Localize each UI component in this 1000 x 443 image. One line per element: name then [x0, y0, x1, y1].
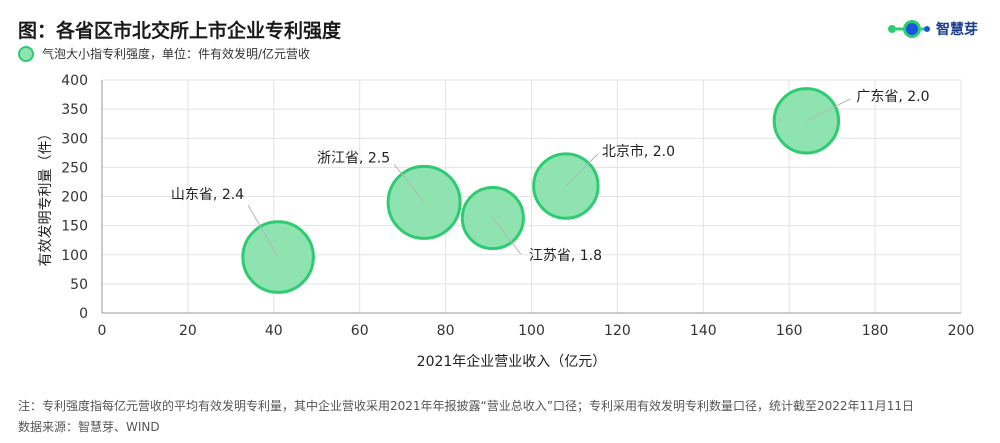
- x-tick-label: 200: [948, 323, 975, 339]
- bubble-chart: 0 20 40 60 80 100 120 140 160 180 200 0 50 100 150 200 2…: [38, 73, 975, 370]
- leader-line: [565, 153, 599, 187]
- leader-line: [247, 204, 279, 258]
- x-tick-label: 40: [265, 323, 283, 339]
- legend: 气泡大小指专利强度，单位：件有效发明/亿元营收: [18, 45, 310, 62]
- y-tick-label: 250: [61, 160, 88, 176]
- y-tick-label: 0: [79, 306, 88, 322]
- x-tick-label: 60: [351, 323, 369, 339]
- x-tick-label: 160: [776, 323, 803, 339]
- x-axis-title: 2021年企业营业收入（亿元）: [417, 353, 607, 370]
- bubble-data-label: 江苏省, 1.8: [529, 248, 602, 264]
- y-tick-label: 50: [70, 277, 88, 293]
- bubble-data-label: 浙江省, 2.5: [317, 150, 390, 166]
- y-tick-label: 200: [61, 190, 88, 206]
- y-tick-label: 300: [61, 131, 88, 147]
- brand-logo: 智慧芽: [888, 18, 978, 40]
- bubble-data-label: 广东省, 2.0: [856, 89, 929, 105]
- legend-label: 气泡大小指专利强度，单位：件有效发明/亿元营收: [42, 47, 311, 61]
- x-tick-label: 80: [437, 323, 455, 339]
- logo-mark-icon: [888, 20, 930, 38]
- x-tick-label: 100: [518, 323, 545, 339]
- y-tick-label: 150: [61, 219, 88, 235]
- x-tick-label: 120: [604, 323, 631, 339]
- bubble-point: [460, 186, 525, 251]
- y-axis-title: 有效发明专利量（件）: [38, 127, 54, 267]
- data-source: 数据来源：智慧芽、WIND: [18, 420, 160, 434]
- logo-text: 智慧芽: [936, 22, 978, 38]
- footnote: 注：专利强度指每亿元营收的平均有效发明专利量，其中企业营收采用2021年年报披露…: [18, 399, 915, 413]
- x-tick-label: 0: [98, 323, 107, 339]
- y-tick-label: 400: [61, 73, 88, 89]
- bubble-point: [241, 220, 315, 294]
- y-tick-label: 100: [61, 248, 88, 264]
- leader-line: [492, 217, 522, 255]
- legend-bubble-icon: [18, 45, 34, 62]
- x-tick-label: 180: [862, 323, 889, 339]
- bubble-data-label: 北京市, 2.0: [602, 143, 675, 160]
- leader-line: [806, 98, 851, 122]
- leader-line: [393, 164, 425, 203]
- x-tick-label: 20: [179, 323, 197, 339]
- x-tick-label: 140: [690, 323, 717, 339]
- bubble-data-label: 山东省, 2.4: [171, 187, 244, 203]
- y-tick-label: 350: [61, 102, 88, 118]
- chart-title: 图：各省区市北交所上市企业专利强度: [18, 20, 342, 42]
